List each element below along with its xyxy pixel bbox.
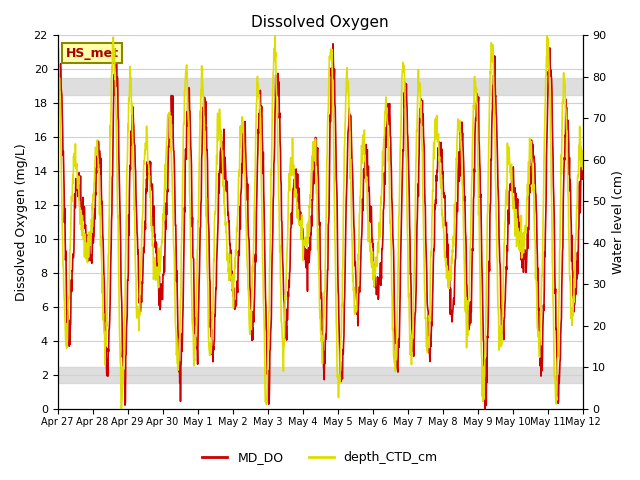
Legend: MD_DO, depth_CTD_cm: MD_DO, depth_CTD_cm: [197, 446, 443, 469]
Y-axis label: Water level (cm): Water level (cm): [612, 170, 625, 274]
Text: HS_met: HS_met: [65, 47, 118, 60]
Title: Dissolved Oxygen: Dissolved Oxygen: [252, 15, 389, 30]
Bar: [58, 367, 582, 384]
Bar: [58, 78, 582, 95]
Y-axis label: Dissolved Oxygen (mg/L): Dissolved Oxygen (mg/L): [15, 143, 28, 301]
